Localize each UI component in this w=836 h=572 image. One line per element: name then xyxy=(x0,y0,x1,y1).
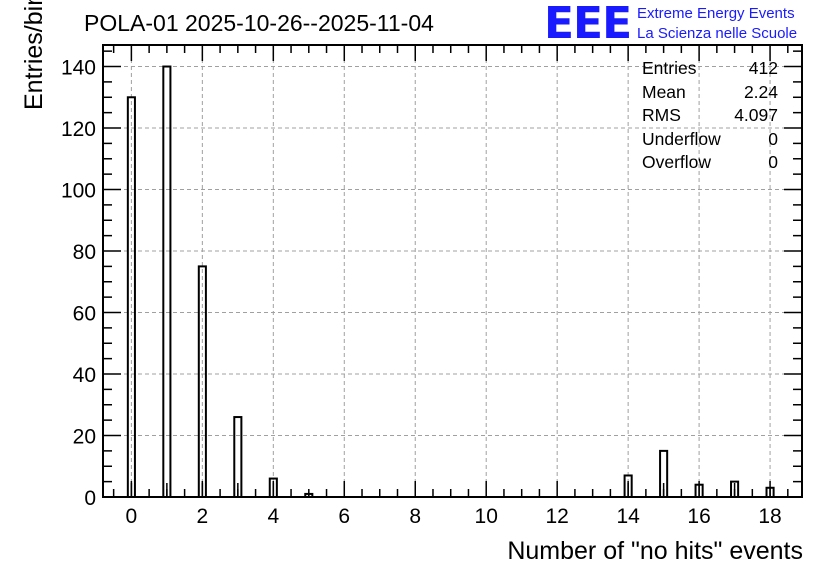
y-tick-label: 120 xyxy=(61,118,96,141)
y-tick-label: 0 xyxy=(84,487,96,510)
logo-line-2: La Scienza nelle Scuole xyxy=(637,25,798,42)
y-tick-label: 60 xyxy=(73,303,96,326)
stats-value: 0 xyxy=(768,128,778,149)
x-tick-label: 4 xyxy=(267,505,279,528)
x-tick-label: 16 xyxy=(687,505,710,528)
stats-row-mean: Mean 2.24 xyxy=(642,81,778,105)
x-axis-label: Number of "no hits" events xyxy=(507,537,803,565)
x-tick-label: 2 xyxy=(197,505,209,528)
histogram-bar xyxy=(162,65,172,499)
y-tick-label: 140 xyxy=(61,57,96,80)
y-tick-label: 20 xyxy=(73,426,96,449)
chart-title: POLA-01 2025-10-26--2025-11-04 xyxy=(84,10,434,36)
stats-row-overflow: Overflow 0 xyxy=(642,151,778,175)
y-tick-label: 100 xyxy=(61,180,96,203)
stats-row-underflow: Underflow 0 xyxy=(642,128,778,152)
x-tick-label: 6 xyxy=(338,505,350,528)
stats-box: Entries 412 Mean 2.24 RMS 4.097 Underflo… xyxy=(642,57,778,175)
x-tick-label: 10 xyxy=(475,505,498,528)
stats-row-entries: Entries 412 xyxy=(642,57,778,81)
y-tick-label: 40 xyxy=(73,364,96,387)
stats-label: Entries xyxy=(642,58,697,78)
x-tick-label: 12 xyxy=(545,505,568,528)
logo-text: Extreme Energy Events La Scienza nelle S… xyxy=(637,4,797,44)
eee-logo: EEE xyxy=(544,0,632,49)
y-tick-label: 80 xyxy=(73,241,96,264)
stats-label: Overflow xyxy=(642,152,712,172)
stats-label: Underflow xyxy=(642,128,721,149)
stats-value: 0 xyxy=(768,152,778,172)
stats-value: 412 xyxy=(748,58,778,78)
stats-value: 2.24 xyxy=(743,81,778,102)
stats-label: RMS xyxy=(642,105,681,125)
x-tick-label: 0 xyxy=(126,505,138,528)
stats-label: Mean xyxy=(642,81,686,102)
stats-value: 4.097 xyxy=(734,105,778,125)
logo-line-1: Extreme Energy Events xyxy=(637,5,795,22)
stats-row-rms: RMS 4.097 xyxy=(642,104,778,128)
y-axis-label: Entries/bin xyxy=(20,0,48,110)
x-tick-label: 8 xyxy=(409,505,421,528)
x-tick-label: 14 xyxy=(616,505,640,528)
x-tick-label: 18 xyxy=(758,505,781,528)
plot-frame xyxy=(102,44,803,498)
